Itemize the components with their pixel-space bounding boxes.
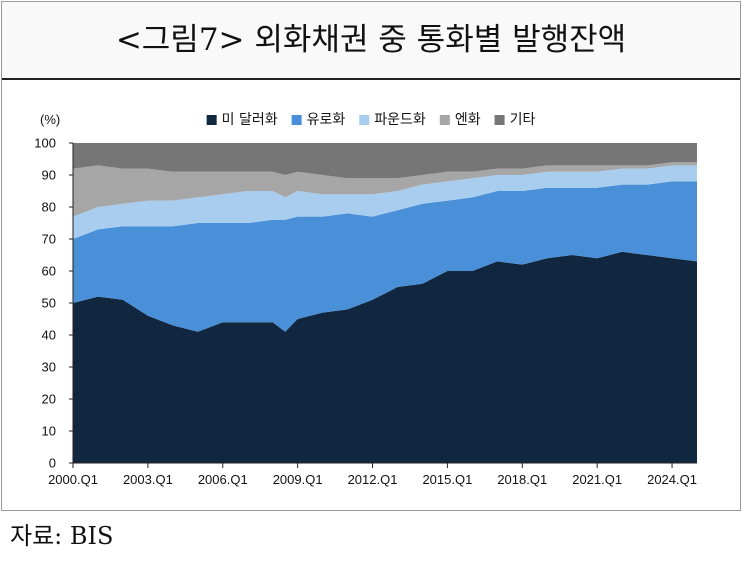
stacked-area-chart: 0 10 20 30 40 50 60 70 80 90 100 (%) 2000.Q1 2003.Q1 2…: [34, 112, 697, 487]
x-tick-label-2006.Q1: 2006.Q1: [198, 472, 248, 487]
x-tick-label-2012.Q1: 2012.Q1: [348, 472, 398, 487]
y-tick-label-60: 60: [42, 264, 56, 279]
legend-label-5: 기타: [510, 112, 536, 128]
y-tick-label-10: 10: [42, 424, 56, 439]
legend-label-4: 엔화: [455, 112, 481, 128]
chart-area: 0 10 20 30 40 50 60 70 80 90 100 (%) 2000.Q1 2003.Q1 2…: [2, 80, 740, 510]
source-note: 자료: BIS: [10, 522, 114, 550]
legend-marker-2: [291, 115, 302, 125]
y-axis-unit-label: (%): [40, 112, 60, 127]
x-tick-label-2021.Q1: 2021.Q1: [572, 472, 622, 487]
y-tick-label-90: 90: [42, 168, 56, 183]
y-tick-label-100: 100: [34, 136, 56, 151]
x-tick-label-2018.Q1: 2018.Q1: [497, 472, 547, 487]
legend-label-3: 파운드화: [374, 112, 426, 128]
x-tick-label-2000.Q1: 2000.Q1: [48, 472, 98, 487]
title-band: <그림7> 외화채권 중 통화별 발행잔액: [2, 2, 740, 80]
y-tick-label-50: 50: [42, 296, 56, 311]
y-tick-label-30: 30: [42, 360, 56, 375]
legend-marker-1: [206, 115, 217, 125]
area-series-5: [73, 143, 697, 179]
y-tick-label-0: 0: [49, 456, 56, 471]
figure-frame: <그림7> 외화채권 중 통화별 발행잔액 0 10 20 30 40 50 60 70 80 9…: [1, 1, 741, 511]
x-tick-label-2024.Q1: 2024.Q1: [647, 472, 697, 487]
area-series-3: [73, 165, 697, 239]
x-tick-label-2009.Q1: 2009.Q1: [273, 472, 323, 487]
y-tick-label-40: 40: [42, 328, 56, 343]
area-series-4: [73, 162, 697, 217]
legend-marker-3: [359, 115, 370, 125]
x-tick-label-2003.Q1: 2003.Q1: [123, 472, 173, 487]
y-tick-label-70: 70: [42, 232, 56, 247]
legend-label-2: 유로화: [307, 112, 346, 128]
area-series-1: [73, 251, 697, 463]
x-tick-label-2015.Q1: 2015.Q1: [422, 472, 472, 487]
legend-marker-4: [439, 115, 450, 125]
area-series-2: [73, 181, 697, 332]
legend-label-1: 미 달러화: [222, 112, 278, 128]
legend-marker-5: [494, 115, 505, 125]
chart-title: <그림7> 외화채권 중 통화별 발행잔액: [115, 22, 627, 58]
y-tick-label-20: 20: [42, 392, 56, 407]
y-tick-label-80: 80: [42, 200, 56, 215]
